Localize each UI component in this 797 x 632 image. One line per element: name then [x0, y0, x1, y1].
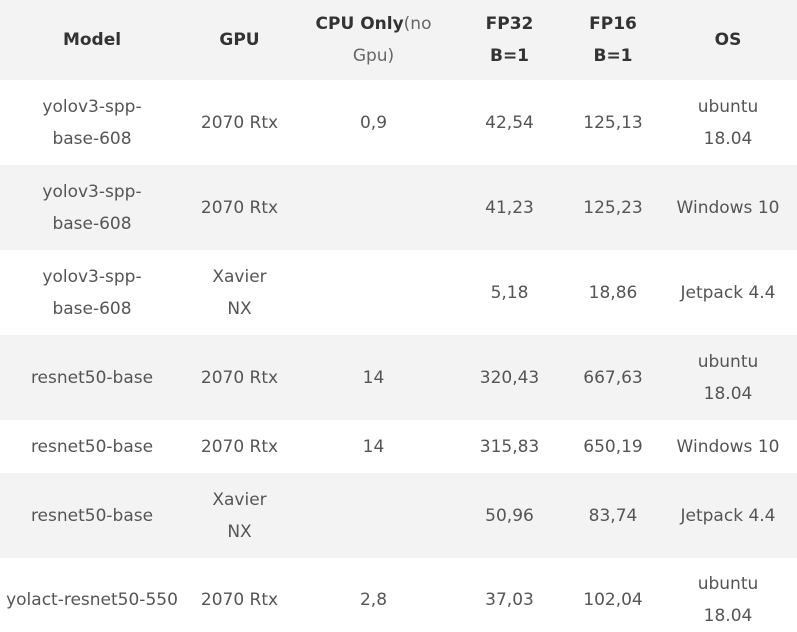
cell-fp32: 50,96 [485, 505, 534, 526]
cell-os-line: ubuntu [697, 96, 759, 117]
cell-cpu-only [295, 165, 452, 250]
cell-model-line: resnet50-base [30, 367, 154, 388]
cell-fp32: 315,83 [479, 436, 540, 457]
cell-fp32: 37,03 [485, 590, 534, 610]
cell-model-line: base-608 [52, 128, 132, 149]
cell-model-line: base-608 [52, 298, 132, 319]
table-row: resnet50-base 2070 Rtx 14 320,43 667,63 ubunt… [0, 335, 797, 420]
header-cpu-note-2: Gpu) [352, 46, 395, 66]
cell-os-line: 18.04 [703, 128, 753, 149]
cell-cpu-only: 2,8 [359, 590, 388, 610]
table-row: resnet50-base 2070 Rtx 14 315,83 650,19 Windo… [0, 420, 797, 473]
cell-os: Jetpack 4.4 [659, 250, 797, 335]
cell-fp32: 41,23 [485, 197, 534, 218]
cell-gpu: 2070 Rtx [184, 165, 295, 250]
header-model: Model [62, 30, 122, 50]
cell-model-line: yolov3-spp- [42, 181, 142, 202]
cell-os: Jetpack 4.4 [659, 473, 797, 558]
cell-gpu: 2070 Rtx [184, 420, 295, 473]
cell-os-line: Jetpack 4.4 [680, 505, 776, 526]
cell-gpu-line: Xavier [212, 489, 267, 510]
cell-fp16: 18,86 [588, 282, 638, 303]
cell-os-line: 18.04 [703, 606, 753, 626]
cell-fp32: 5,18 [490, 282, 529, 303]
cell-gpu-line: 2070 Rtx [200, 367, 279, 388]
header-cpu-only: CPU Only(no Gpu) [295, 0, 452, 80]
header-fp16: FP16 B=1 [567, 0, 659, 80]
cell-gpu-line: NX [227, 298, 252, 319]
table-row: resnet50-base Xavier NX 50,96 83,74 Jetpack 4… [0, 473, 797, 558]
cell-os: ubuntu 18.04 [659, 558, 797, 632]
cell-fp16: 83,74 [588, 505, 638, 526]
cell-gpu: 2070 Rtx [184, 80, 295, 165]
table-row: yolov3-spp-base-608 2070 Rtx 41,23 125,23 Wi… [0, 165, 797, 250]
header-cpu-note-1: (no [403, 14, 432, 34]
cell-gpu: 2070 Rtx [184, 558, 295, 632]
cell-gpu-line: NX [227, 521, 252, 542]
cell-model-line: resnet50-base [30, 436, 154, 457]
cell-model: yolact-resnet50-550 [0, 558, 184, 632]
cell-model-line: yolov3-spp- [42, 96, 142, 117]
cell-os: Windows 10 [659, 165, 797, 250]
cell-model: yolov3-spp-base-608 [0, 80, 184, 165]
header-fp32: FP32 B=1 [452, 0, 567, 80]
cell-model: yolov3-spp-base-608 [0, 250, 184, 335]
cell-os-line: Windows 10 [676, 197, 780, 218]
cell-os-line: ubuntu [697, 351, 759, 372]
cell-gpu: Xavier NX [184, 250, 295, 335]
header-gpu: GPU [219, 30, 260, 50]
cell-os-line: Windows 10 [676, 436, 780, 457]
cell-fp32: 42,54 [485, 112, 534, 133]
cell-fp16: 667,63 [583, 367, 643, 388]
cell-model-line: resnet50-base [30, 505, 154, 526]
table-row: yolov3-spp-base-608 Xavier NX 5,18 18,86 Jetp… [0, 250, 797, 335]
header-cpu-bold: CPU Only [315, 14, 404, 34]
cell-model: resnet50-base [0, 473, 184, 558]
cell-fp16: 102,04 [583, 590, 643, 610]
cell-fp16: 650,19 [583, 436, 643, 457]
cell-gpu-line: 2070 Rtx [200, 112, 279, 133]
cell-fp16: 125,13 [583, 112, 643, 133]
table-header: Model GPU CPU Only(no Gpu) FP32 B=1 FP16… [0, 0, 797, 80]
header-fp32-line2: B=1 [489, 46, 530, 66]
table-row: yolact-resnet50-550 2070 Rtx 2,8 37,03 102,0… [0, 558, 797, 632]
cell-fp16: 125,23 [583, 197, 643, 218]
cell-gpu-line: 2070 Rtx [200, 436, 279, 457]
header-row: Model GPU CPU Only(no Gpu) FP32 B=1 FP16… [0, 0, 797, 80]
cell-model: resnet50-base [0, 335, 184, 420]
cell-gpu-line: Xavier [212, 266, 267, 287]
cell-model-line: yolact-resnet50-550 [6, 590, 178, 610]
cell-gpu: Xavier NX [184, 473, 295, 558]
cell-gpu: 2070 Rtx [184, 335, 295, 420]
header-fp16-line2: B=1 [593, 46, 633, 66]
cell-os: ubuntu 18.04 [659, 335, 797, 420]
cell-model: yolov3-spp-base-608 [0, 165, 184, 250]
cell-os-line: 18.04 [703, 383, 753, 404]
cell-cpu-only: 14 [362, 367, 385, 388]
table-body: yolov3-spp-base-608 2070 Rtx 0,9 42,54 125,1… [0, 80, 797, 632]
cell-model-line: base-608 [52, 213, 132, 234]
cell-cpu-only [295, 473, 452, 558]
cell-cpu-only: 14 [362, 436, 385, 457]
cell-model-line: yolov3-spp- [42, 266, 142, 287]
header-os: OS [714, 30, 742, 50]
cell-model: resnet50-base [0, 420, 184, 473]
cell-gpu-line: 2070 Rtx [200, 197, 279, 218]
cell-fp32: 320,43 [479, 367, 540, 388]
table-row: yolov3-spp-base-608 2070 Rtx 0,9 42,54 125,1… [0, 80, 797, 165]
cell-os: Windows 10 [659, 420, 797, 473]
header-fp16-line1: FP16 [589, 14, 637, 34]
cell-os-line: ubuntu [697, 574, 759, 594]
cell-cpu-only: 0,9 [359, 112, 388, 133]
cell-gpu-line: 2070 Rtx [200, 590, 279, 610]
cell-os-line: Jetpack 4.4 [680, 282, 776, 303]
header-fp32-line1: FP32 [485, 14, 534, 34]
cell-os: ubuntu 18.04 [659, 80, 797, 165]
cell-cpu-only [295, 250, 452, 335]
